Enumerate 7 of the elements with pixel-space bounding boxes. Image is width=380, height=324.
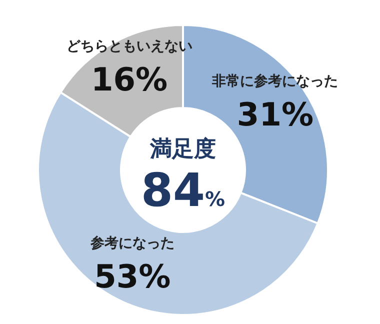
text: 84%: [140, 163, 226, 217]
slice-label: 非常に参考になった: [211, 72, 338, 90]
data-label: 53%: [94, 257, 171, 296]
data-label: 31%: [236, 95, 314, 134]
text: 満足度: [149, 136, 216, 162]
data-label: 16%: [90, 60, 168, 98]
slice-label: 参考になった: [89, 234, 174, 252]
